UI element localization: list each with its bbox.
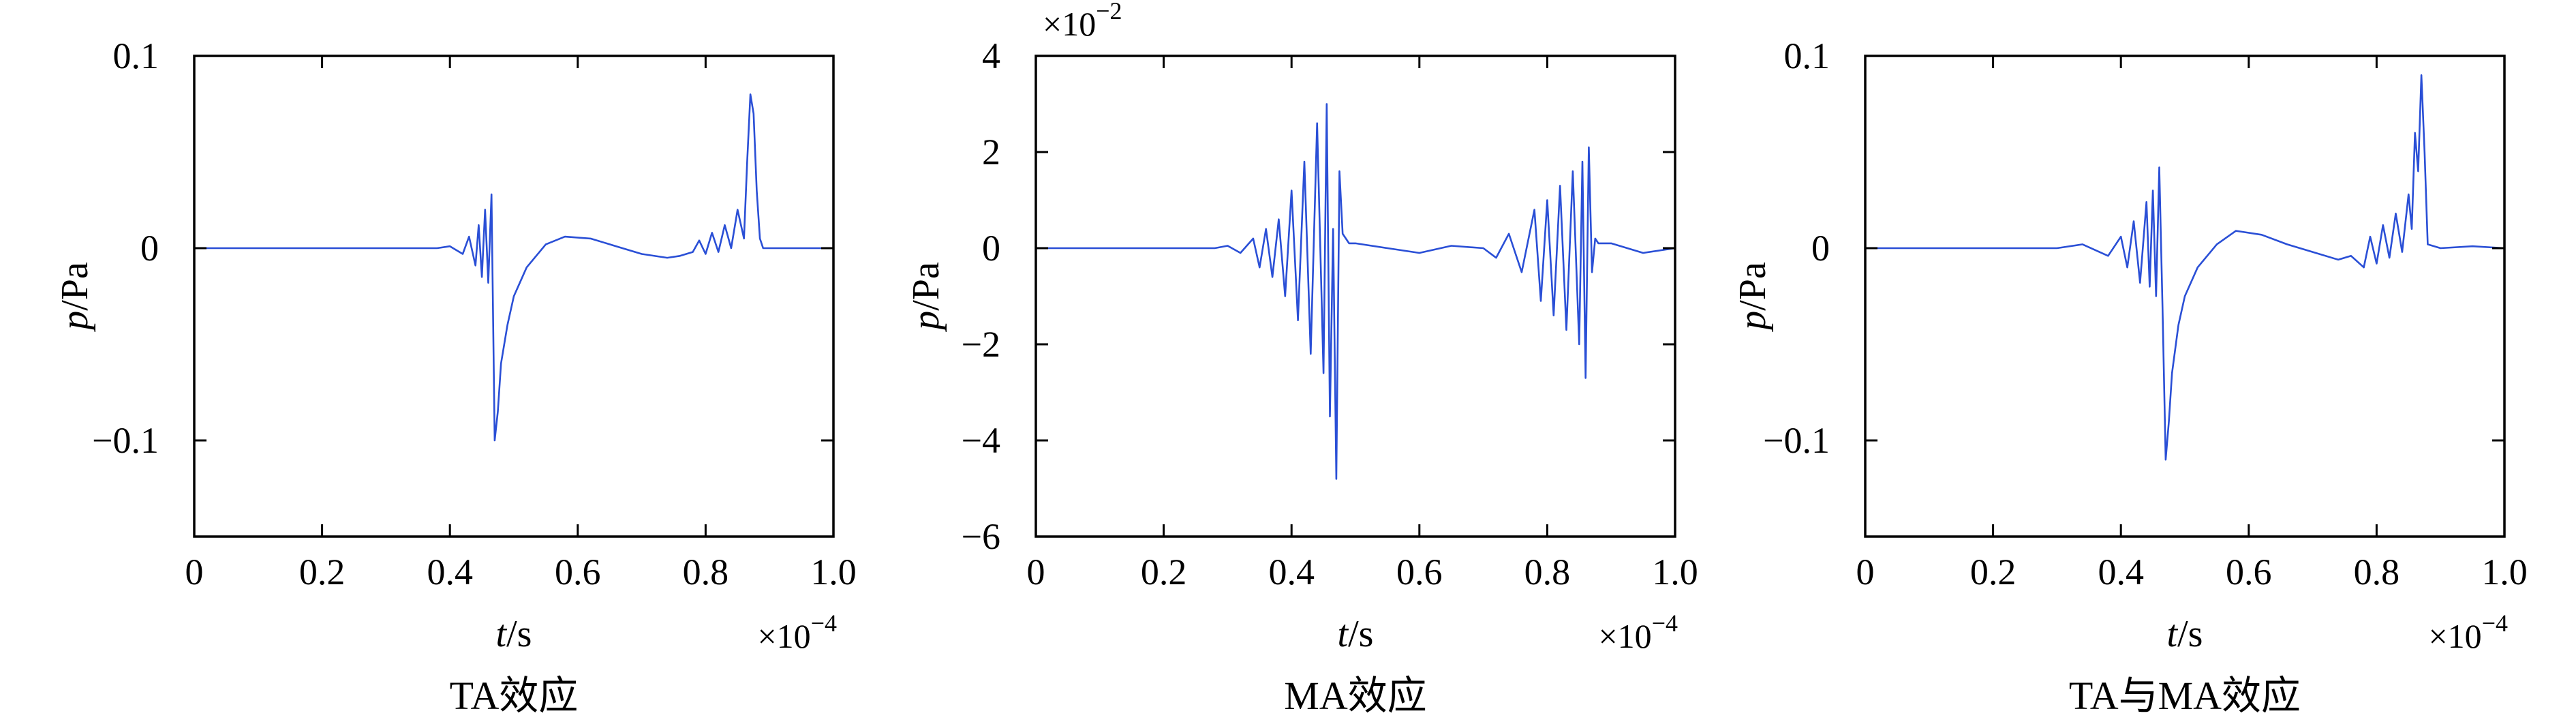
panel-ma-effect: 0 0.2 0.4 0.6 0.8 1.0 −6 −4 −2 0 2 4 ×10−4 ×10−2 t/… — [905, 0, 1698, 718]
x-axis-label: t/s — [1338, 613, 1374, 655]
panel-ta-effect: 0 0.2 0.4 0.6 0.8 1.0−0.100.1 ×10−4 t/s p/Pa … — [54, 35, 857, 718]
x-tick-label: 0.2 — [1970, 552, 2017, 592]
x-tick-label: 0.2 — [1141, 552, 1187, 592]
tick-marks — [1034, 55, 1676, 538]
y-tick-label: −0.1 — [1763, 420, 1830, 461]
y-tick-label: −0.1 — [92, 420, 159, 461]
x-multiplier: ×10−4 — [2428, 610, 2508, 655]
y-tick-label: 0 — [1811, 228, 1830, 269]
y-tick-label: −6 — [962, 516, 1000, 557]
y-axis-label: p/Pa — [1732, 262, 1774, 333]
tick-marks — [1864, 55, 2506, 537]
x-tick-label: 0.6 — [2226, 552, 2272, 592]
y-tick-label: −2 — [962, 324, 1000, 365]
tick-marks — [193, 55, 835, 537]
x-tick-label: 1.0 — [810, 552, 857, 592]
x-axis-label: t/s — [2167, 613, 2203, 655]
axes-frame — [1864, 55, 2506, 538]
tick-labels: 0 0.2 0.4 0.6 0.8 1.0 −0.1 0 0.1 — [1763, 35, 2528, 592]
series-line-0 — [194, 93, 833, 442]
y-multiplier: ×10−2 — [1043, 0, 1122, 43]
x-tick-label: 0.8 — [2354, 552, 2400, 592]
y-tick-label: 2 — [982, 132, 1000, 172]
x-multiplier: ×10−4 — [1598, 610, 1678, 655]
panel-ta-ma-effect: 0 0.2 0.4 0.6 0.8 1.0−0.100.1 ×10−4 t/s p/Pa … — [1732, 35, 2528, 718]
x-tick-label: 0.2 — [299, 552, 346, 592]
x-tick-label: 0.6 — [1396, 552, 1443, 592]
series-line-0 — [1036, 103, 1676, 480]
y-tick-label: 0 — [982, 228, 1000, 269]
plot-area — [1036, 103, 1676, 480]
x-tick-label: 1.0 — [1652, 552, 1698, 592]
y-tick-label: 4 — [982, 35, 1000, 76]
panel-caption: MA效应 — [1284, 674, 1426, 718]
y-axis-label: p/Pa — [54, 262, 96, 333]
tick-labels: 0 0.2 0.4 0.6 0.8 1.0 −0.1 0 0.1 — [92, 35, 857, 592]
x-tick-label: 0.8 — [1524, 552, 1571, 592]
axes-frame — [193, 55, 835, 538]
axes-frame — [1034, 55, 1676, 538]
x-multiplier: ×10−4 — [757, 610, 837, 655]
y-axis-label: p/Pa — [905, 262, 947, 333]
y-tick-label: 0 — [140, 228, 159, 269]
x-tick-label: 0 — [1856, 552, 1875, 592]
plot-area — [1865, 74, 2505, 461]
y-tick-label: 0.1 — [113, 35, 159, 76]
tick-labels: 0 0.2 0.4 0.6 0.8 1.0 −6 −4 −2 0 2 4 — [962, 35, 1698, 592]
x-tick-label: 0.6 — [555, 552, 601, 592]
panel-caption: TA效应 — [450, 674, 579, 718]
panel-caption: TA与MA效应 — [2069, 674, 2301, 718]
y-tick-label: −4 — [962, 420, 1000, 461]
x-tick-label: 0.4 — [1268, 552, 1315, 592]
plot-area — [194, 93, 833, 442]
x-tick-label: 1.0 — [2481, 552, 2528, 592]
x-tick-label: 0.8 — [683, 552, 729, 592]
series-line-0 — [1865, 74, 2505, 461]
x-tick-label: 0.4 — [427, 552, 473, 592]
y-tick-label: 0.1 — [1784, 35, 1830, 76]
x-axis-label: t/s — [496, 613, 532, 655]
x-tick-label: 0 — [1027, 552, 1045, 592]
x-tick-label: 0 — [185, 552, 204, 592]
x-tick-label: 0.4 — [2098, 552, 2144, 592]
